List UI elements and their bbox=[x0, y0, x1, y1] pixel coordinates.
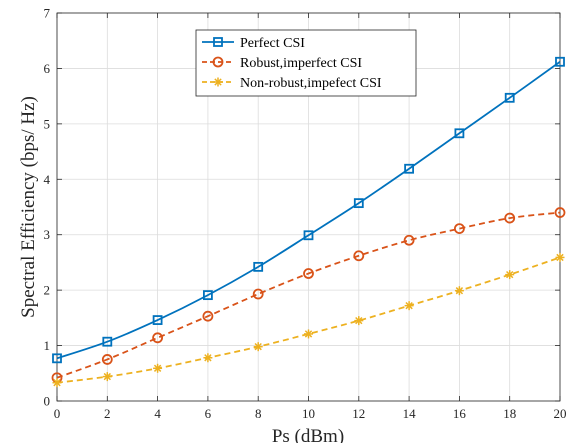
circle-marker bbox=[353, 250, 365, 262]
asterisk-marker bbox=[253, 342, 263, 352]
y-tick-label: 3 bbox=[44, 227, 51, 242]
square-marker bbox=[213, 37, 223, 47]
series-line bbox=[56, 61, 561, 360]
circle-marker bbox=[152, 332, 164, 344]
asterisk-marker bbox=[52, 378, 62, 388]
asterisk-marker bbox=[505, 270, 515, 280]
x-tick-label: 4 bbox=[154, 406, 161, 421]
square-marker bbox=[454, 128, 465, 139]
series-1 bbox=[52, 56, 565, 364]
legend-item: Robust,imperfect CSI bbox=[202, 56, 362, 71]
asterisk-marker bbox=[153, 363, 163, 373]
x-tick-label: 14 bbox=[403, 406, 417, 421]
square-marker bbox=[52, 353, 62, 364]
asterisk-marker bbox=[354, 316, 364, 326]
square-marker bbox=[303, 230, 314, 241]
y-tick-label: 2 bbox=[44, 283, 51, 298]
asterisk-marker bbox=[102, 372, 112, 382]
series-group bbox=[51, 56, 566, 388]
circle-marker bbox=[453, 223, 465, 235]
asterisk-marker bbox=[454, 286, 464, 296]
y-tick-label: 5 bbox=[44, 116, 51, 131]
circle-marker bbox=[252, 288, 264, 300]
square-marker bbox=[404, 163, 415, 174]
circle-marker bbox=[554, 207, 566, 218]
x-tick-label: 20 bbox=[554, 406, 567, 421]
square-marker bbox=[353, 198, 364, 209]
x-tick-label: 12 bbox=[352, 406, 365, 421]
square-marker bbox=[555, 56, 565, 67]
square-marker bbox=[102, 336, 113, 347]
legend-label: Robust,imperfect CSI bbox=[240, 56, 362, 71]
y-tick-label: 0 bbox=[44, 394, 51, 409]
x-tick-label: 0 bbox=[54, 406, 61, 421]
x-tick-label: 10 bbox=[302, 406, 315, 421]
x-tick-label: 6 bbox=[205, 406, 212, 421]
series-2 bbox=[51, 207, 566, 384]
asterisk-marker bbox=[213, 77, 223, 87]
legend-box bbox=[195, 29, 417, 97]
circle-marker bbox=[101, 354, 113, 365]
asterisk-marker bbox=[404, 301, 414, 311]
asterisk-marker bbox=[555, 252, 565, 262]
circle-marker bbox=[504, 212, 516, 224]
square-marker bbox=[504, 92, 515, 103]
series-line bbox=[56, 211, 561, 379]
asterisk-marker bbox=[203, 353, 213, 363]
y-tick-label: 7 bbox=[44, 6, 51, 21]
circle-marker bbox=[403, 234, 415, 246]
square-marker bbox=[152, 315, 163, 325]
circle-marker bbox=[212, 56, 224, 68]
y-axis-title: Spectral Efficiency (bps/ Hz) bbox=[18, 96, 39, 318]
circle-marker bbox=[303, 268, 314, 279]
series-3 bbox=[52, 252, 565, 388]
legend-label: Perfect CSI bbox=[240, 36, 305, 51]
legend: Perfect CSI Robust,imperfect CSI Non-robus… bbox=[195, 29, 417, 97]
asterisk-marker bbox=[304, 329, 313, 339]
square-marker bbox=[253, 261, 264, 272]
y-tick-label: 6 bbox=[44, 61, 51, 76]
y-tick-label: 4 bbox=[44, 172, 51, 187]
x-tick-label: 16 bbox=[453, 406, 467, 421]
x-tick-label: 8 bbox=[255, 406, 262, 421]
legend-item: Non-robust,impefect CSI bbox=[202, 76, 382, 91]
y-tick-label: 1 bbox=[44, 338, 51, 353]
circle-marker bbox=[202, 310, 214, 322]
legend-item: Perfect CSI bbox=[202, 36, 305, 51]
x-tick-label: 2 bbox=[104, 406, 111, 421]
x-tick-label: 18 bbox=[503, 406, 516, 421]
square-marker bbox=[202, 290, 213, 301]
x-axis-title: Ps (dBm) bbox=[272, 426, 344, 443]
legend-label: Non-robust,impefect CSI bbox=[240, 76, 382, 91]
